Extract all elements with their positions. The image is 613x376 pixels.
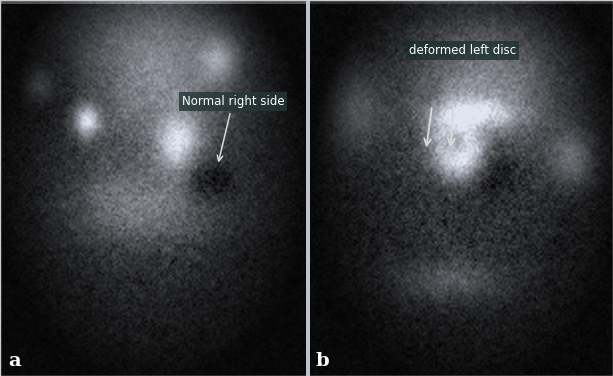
Text: b: b bbox=[316, 352, 330, 370]
Text: a: a bbox=[8, 352, 21, 370]
Text: Normal right side: Normal right side bbox=[181, 95, 284, 161]
Text: deformed left disc: deformed left disc bbox=[409, 44, 516, 57]
